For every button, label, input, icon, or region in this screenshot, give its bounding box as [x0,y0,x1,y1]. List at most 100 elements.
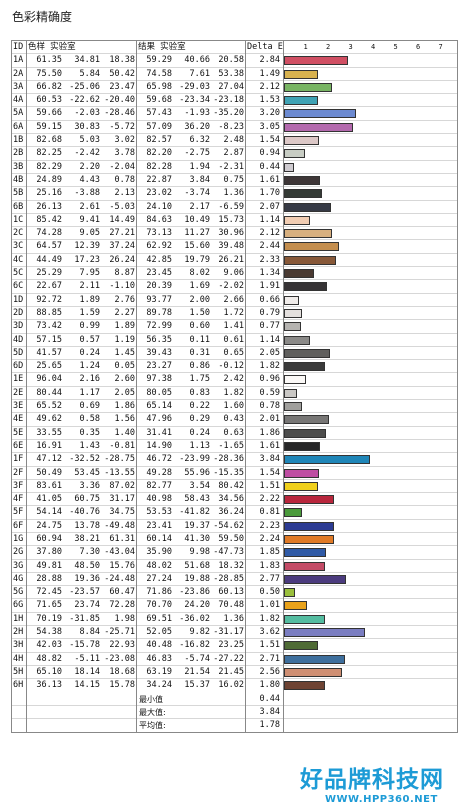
sample-lab-value: 3.36 [79,480,100,491]
result-lab-value: -23.18 [213,95,244,106]
delta-e-bar [284,122,353,132]
row-id: 4B [13,174,24,185]
table-row: 3G 49.81 48.50 15.76 48.02 51.68 18.32 1.83 [12,560,457,573]
table-row: 4B 24.89 4.43 0.78 22.87 3.84 0.75 1.61 [12,174,457,188]
delta-e-bar [284,136,319,146]
result-lab-value: 2.66 [223,294,244,305]
delta-e-value: 2.84 [259,55,280,66]
result-lab-value: 0.63 [223,427,244,438]
sample-lab-value: 83.61 [36,480,62,491]
sample-lab-value: -25.06 [69,81,100,92]
col-divider [136,41,137,733]
sample-lab-value: 61.35 [36,55,62,66]
result-lab-value: 3.54 [189,480,210,491]
result-lab-value: 21.45 [218,666,244,677]
result-lab-value: 30.96 [218,228,244,239]
table-row: 5A 59.66 -2.03 -28.46 57.43 -1.93 -35.20 3.20 [12,107,457,121]
result-lab-value: 36.20 [184,121,210,132]
result-lab-value: 62.92 [146,241,172,252]
delta-e-bar [284,109,356,119]
delta-e-bar [284,82,332,92]
row-id: 2B [13,148,24,159]
result-lab-value: 6.32 [189,135,210,146]
table-row: 4G 28.88 19.36 -24.48 27.24 19.88 -28.85 2.77 [12,573,457,587]
sample-lab-value: 73.42 [36,321,62,332]
sample-lab-value: 71.65 [36,600,62,611]
table-row: 4A 60.53 -22.62 -20.40 59.68 -23.34 -23.18 1.53 [12,94,457,108]
table-header: ID 色样 实验室 结果 实验室 Delta E 1 2 3 4 5 6 7 [12,41,457,55]
result-lab-value: 53.53 [146,507,172,518]
sample-lab-value: 53.45 [74,467,100,478]
result-lab-value: 0.83 [189,387,210,398]
result-lab-value: 18.32 [218,560,244,571]
sample-lab-value: 60.75 [74,494,100,505]
delta-e-value: 1.70 [259,188,280,199]
result-lab-value: 82.77 [146,480,172,491]
row-id: 2H [13,627,24,638]
result-lab-value: 1.82 [223,387,244,398]
sample-lab-value: 80.44 [36,387,62,398]
sample-lab-value: 2.05 [114,387,135,398]
result-lab-value: 59.50 [218,533,244,544]
sample-lab-value: 9.05 [79,228,100,239]
result-lab-value: 39.43 [146,347,172,358]
result-lab-value: 49.28 [146,467,172,478]
table-row: 5F 54.14 -40.76 34.75 53.53 -41.82 36.24 0.81 [12,506,457,520]
result-lab-value: 73.13 [146,228,172,239]
result-lab-value: 34.56 [218,494,244,505]
sample-lab-value: 15.76 [109,560,135,571]
sample-lab-value: -23.08 [104,653,135,664]
delta-e-value: 0.50 [259,587,280,598]
delta-e-bar [284,588,296,598]
sample-lab-value: 5.84 [79,68,100,79]
delta-e-bar [284,628,366,638]
row-id: 2G [13,547,24,558]
table-row: 1B 82.68 5.03 3.02 82.57 6.32 2.48 1.54 [12,134,457,148]
result-lab-value: 27.24 [146,573,172,584]
table-row: 1F 47.12 -32.52 -28.75 46.72 -23.99 -28.36 3.84 [12,453,457,467]
delta-e-value: 2.77 [259,573,280,584]
delta-e-value: 0.66 [259,294,280,305]
delta-e-value: 1.54 [259,467,280,478]
result-lab-value: 1.69 [189,281,210,292]
sample-lab-value: 70.19 [36,613,62,624]
result-lab-value: -2.75 [184,148,210,159]
row-id: 6D [13,361,24,372]
sample-lab-value: 23.74 [74,600,100,611]
result-lab-value: 7.61 [189,68,210,79]
sample-lab-value: 3.78 [114,148,135,159]
row-id: 3B [13,161,24,172]
result-lab-value: 93.77 [146,294,172,305]
result-lab-value: 9.98 [189,547,210,558]
result-lab-value: 89.78 [146,307,172,318]
watermark-url: WWW.HPP360.NET [325,794,438,805]
result-lab-value: 63.19 [146,666,172,677]
delta-e-value: 1.54 [259,135,280,146]
result-lab-value: 26.21 [218,254,244,265]
sample-lab-value: 2.13 [114,188,135,199]
table-row: 5E 33.55 0.35 1.40 31.41 0.24 0.63 1.86 [12,427,457,440]
result-lab-value: -31.17 [213,627,244,638]
delta-e-bar [284,335,310,345]
table-row: 1A 61.35 34.81 18.38 59.29 40.66 20.58 2.84 [12,54,457,68]
sample-lab-value: 82.68 [36,135,62,146]
summary-row: 平均值: 1.78 [12,719,457,732]
row-id: 4D [13,334,24,345]
result-lab-value: 51.68 [184,560,210,571]
sample-lab-value: 1.98 [114,613,135,624]
sample-lab-value: 0.57 [79,334,100,345]
delta-e-bar [284,348,331,358]
sample-lab-value: 59.66 [36,108,62,119]
sample-lab-value: 25.16 [36,188,62,199]
page-title: 色彩精确度 [12,10,73,24]
row-id: 3E [13,401,24,412]
result-lab-value: 82.28 [146,161,172,172]
sample-lab-value: 54.14 [36,507,62,518]
sample-lab-value: 0.24 [79,347,100,358]
delta-e-value: 1.80 [259,680,280,691]
sample-lab-value: 9.41 [79,214,100,225]
sample-lab-value: 59.15 [36,121,62,132]
table-row: 4H 48.82 -5.11 -23.08 46.83 -5.74 -27.22 2.71 [12,653,457,666]
result-lab-value: 0.61 [223,334,244,345]
sample-lab-value: 88.85 [36,307,62,318]
